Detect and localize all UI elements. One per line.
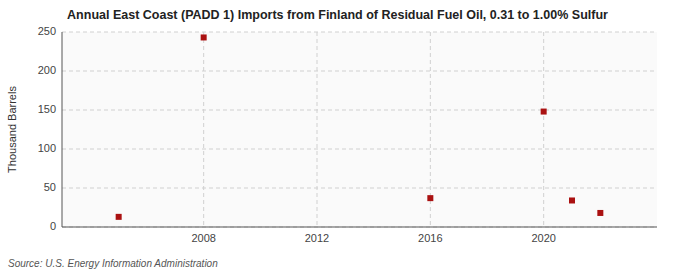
y-grid-line — [62, 110, 657, 111]
chart: 0 50 100 150 200 250 2008 2012 2016 2020 Thousand … — [0, 0, 675, 275]
title: Annual East Coast (PADD 1) Imports from … — [67, 8, 608, 22]
point — [116, 214, 122, 220]
y-grid-line — [62, 149, 657, 150]
point — [597, 210, 603, 216]
point — [541, 109, 547, 115]
y-tick-label: 0 — [50, 220, 56, 232]
points — [116, 34, 604, 219]
x-tick-label: 2016 — [418, 232, 442, 244]
point — [569, 197, 575, 203]
y-grid-line — [62, 227, 657, 228]
y-tick-label: 250 — [38, 25, 56, 37]
y-grid-line — [62, 188, 657, 189]
y-grid-line — [62, 71, 657, 72]
y-axis-line — [62, 32, 63, 227]
x-tick-label: 2008 — [191, 232, 215, 244]
plot-area — [62, 32, 657, 227]
x-grid-line — [317, 32, 318, 227]
x-grid-line — [543, 32, 544, 227]
y-grid-line — [62, 32, 657, 33]
x-axis-line — [62, 227, 657, 228]
source-note: Source: U.S. Energy Information Administ… — [8, 258, 218, 269]
grid — [62, 32, 657, 227]
point — [201, 34, 207, 40]
point — [427, 195, 433, 201]
y-tick-label: 200 — [38, 64, 56, 76]
x-tick-label: 2020 — [531, 232, 555, 244]
x-grid-line — [203, 32, 204, 227]
y-tick-label: 100 — [38, 142, 56, 154]
y-tick-label: 50 — [44, 181, 56, 193]
y-axis-label: Thousand Barrels — [6, 86, 18, 173]
y-tick-label: 150 — [38, 103, 56, 115]
x-tick-label: 2012 — [305, 232, 329, 244]
